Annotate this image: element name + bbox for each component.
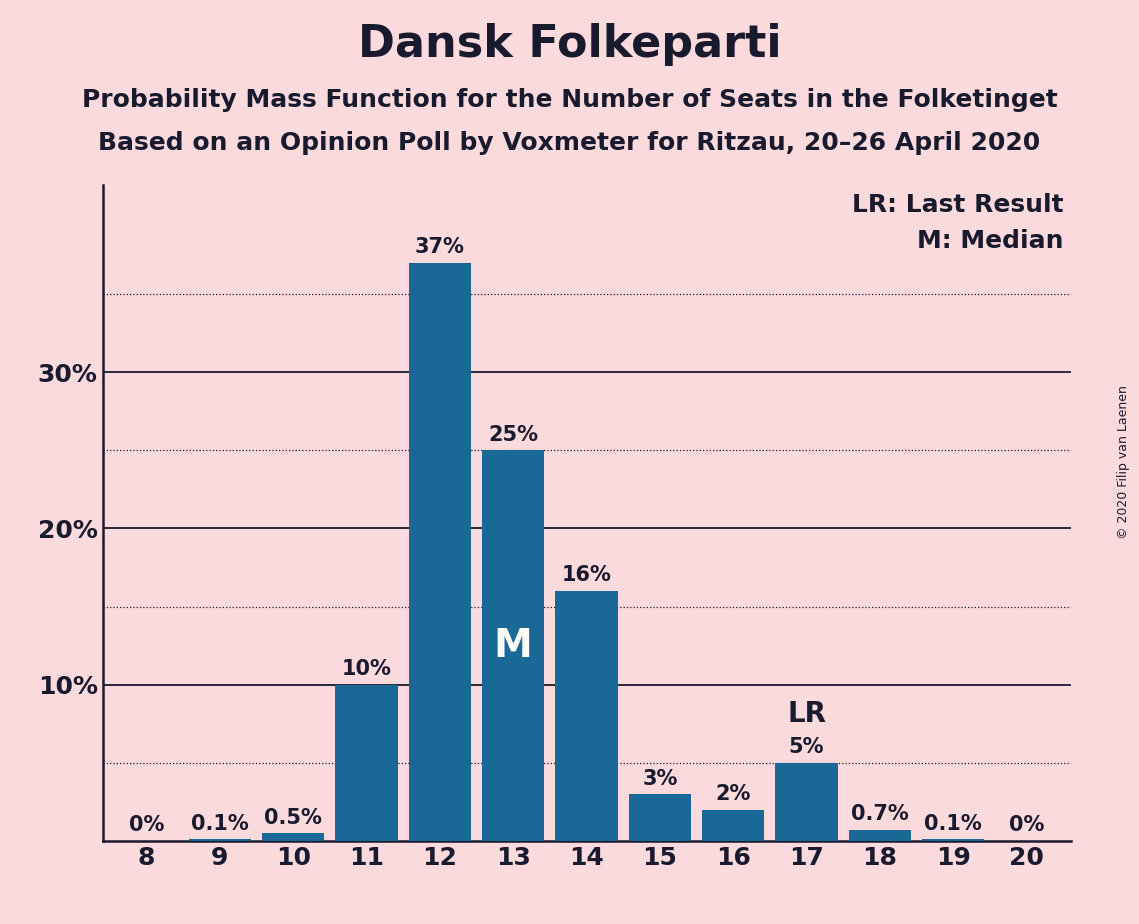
Bar [776, 762, 838, 841]
Text: © 2020 Filip van Laenen: © 2020 Filip van Laenen [1117, 385, 1130, 539]
Text: 0.7%: 0.7% [851, 805, 909, 824]
Text: 37%: 37% [415, 237, 465, 258]
Text: 5%: 5% [789, 737, 825, 758]
Bar [262, 833, 325, 841]
Text: 3%: 3% [642, 769, 678, 788]
Bar [409, 263, 472, 841]
Text: Based on an Opinion Poll by Voxmeter for Ritzau, 20–26 April 2020: Based on an Opinion Poll by Voxmeter for… [98, 131, 1041, 155]
Text: Dansk Folkeparti: Dansk Folkeparti [358, 23, 781, 67]
Text: 25%: 25% [489, 425, 539, 444]
Text: 2%: 2% [715, 784, 751, 804]
Bar [556, 591, 617, 841]
Text: LR: LR [787, 700, 826, 728]
Text: 0.5%: 0.5% [264, 808, 322, 828]
Bar [189, 839, 251, 841]
Text: M: M [494, 626, 533, 664]
Text: M: Median: M: Median [917, 228, 1064, 252]
Text: 0.1%: 0.1% [925, 814, 982, 833]
Text: 10%: 10% [342, 659, 392, 679]
Bar [629, 794, 691, 841]
Text: 16%: 16% [562, 565, 612, 586]
Bar [335, 685, 398, 841]
Bar [849, 830, 911, 841]
Text: Probability Mass Function for the Number of Seats in the Folketinget: Probability Mass Function for the Number… [82, 88, 1057, 112]
Bar [702, 809, 764, 841]
Text: 0.1%: 0.1% [191, 814, 248, 833]
Text: 0%: 0% [129, 815, 164, 835]
Text: LR: Last Result: LR: Last Result [852, 192, 1064, 216]
Text: 0%: 0% [1009, 815, 1044, 835]
Bar [923, 839, 984, 841]
Bar [482, 450, 544, 841]
